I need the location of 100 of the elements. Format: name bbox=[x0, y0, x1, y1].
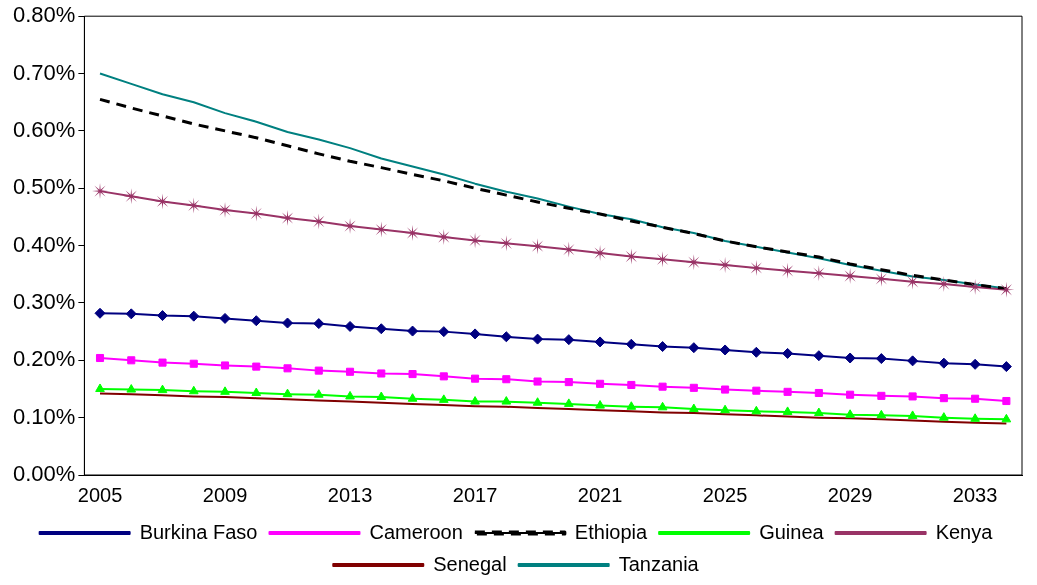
y-tick-label: 0.10% bbox=[12, 403, 76, 429]
point bbox=[157, 384, 168, 394]
point bbox=[719, 344, 731, 356]
point bbox=[471, 374, 480, 383]
point bbox=[438, 326, 450, 338]
point bbox=[907, 355, 919, 367]
point bbox=[907, 410, 918, 419]
point bbox=[939, 412, 949, 421]
legend-label: Tanzania bbox=[618, 552, 700, 575]
y-tick-label: 0.50% bbox=[12, 174, 76, 200]
point bbox=[720, 404, 730, 414]
point bbox=[220, 361, 230, 370]
point bbox=[533, 377, 542, 386]
point bbox=[657, 341, 669, 353]
point bbox=[502, 375, 511, 384]
point bbox=[185, 197, 202, 214]
point bbox=[375, 323, 387, 335]
point bbox=[1002, 396, 1011, 406]
point bbox=[845, 409, 855, 418]
point bbox=[313, 318, 325, 330]
point bbox=[154, 193, 171, 210]
point bbox=[373, 221, 390, 238]
point bbox=[126, 384, 137, 393]
x-tick-label: 2029 bbox=[827, 483, 873, 506]
point bbox=[908, 392, 917, 401]
point bbox=[721, 385, 730, 394]
point bbox=[127, 356, 136, 365]
x-tick-label: 2033 bbox=[952, 483, 998, 506]
point bbox=[189, 359, 198, 368]
point bbox=[220, 386, 230, 395]
point bbox=[971, 394, 980, 403]
point bbox=[248, 205, 265, 222]
x-tick-label: 2025 bbox=[702, 483, 748, 506]
point bbox=[125, 308, 137, 320]
point bbox=[626, 401, 637, 410]
x-tick-label: 2005 bbox=[77, 483, 123, 506]
point bbox=[188, 310, 200, 322]
point bbox=[813, 350, 825, 362]
point bbox=[438, 394, 449, 403]
x-tick-label: 2013 bbox=[327, 483, 373, 506]
point bbox=[501, 396, 512, 405]
point bbox=[969, 358, 981, 370]
point bbox=[123, 188, 140, 205]
point bbox=[875, 353, 887, 365]
legend-label: Senegal bbox=[433, 552, 507, 575]
point bbox=[95, 383, 105, 392]
y-tick-label: 0.30% bbox=[12, 289, 76, 315]
point bbox=[252, 362, 261, 371]
point bbox=[563, 398, 574, 407]
point bbox=[688, 342, 700, 354]
point bbox=[717, 257, 734, 274]
point bbox=[314, 366, 323, 375]
point bbox=[752, 386, 761, 395]
point bbox=[377, 369, 386, 378]
point bbox=[657, 401, 668, 411]
point bbox=[814, 407, 824, 417]
point bbox=[500, 331, 512, 343]
point bbox=[344, 320, 356, 332]
point bbox=[217, 202, 234, 219]
y-tick-label: 0.40% bbox=[12, 231, 76, 257]
point bbox=[346, 367, 355, 376]
point bbox=[345, 390, 355, 400]
point bbox=[689, 403, 699, 413]
point bbox=[846, 390, 855, 399]
point bbox=[157, 310, 169, 322]
point bbox=[596, 379, 605, 388]
legend-label: Guinea bbox=[759, 520, 825, 543]
point bbox=[876, 409, 887, 419]
legend-label: Burkina Faso bbox=[139, 520, 258, 543]
point bbox=[313, 389, 324, 398]
point bbox=[376, 391, 387, 400]
point bbox=[970, 413, 980, 422]
point bbox=[219, 312, 231, 324]
point bbox=[250, 315, 262, 327]
y-tick-label: 0.20% bbox=[12, 346, 76, 372]
point bbox=[532, 333, 544, 345]
point bbox=[998, 281, 1015, 298]
point bbox=[814, 388, 823, 398]
point bbox=[283, 364, 292, 373]
point bbox=[563, 334, 575, 346]
point bbox=[783, 387, 792, 396]
point bbox=[625, 338, 637, 350]
point bbox=[282, 388, 293, 398]
point bbox=[751, 405, 762, 415]
legend-label: Cameroon bbox=[369, 520, 463, 543]
point bbox=[685, 254, 702, 271]
point bbox=[689, 383, 698, 392]
point bbox=[1000, 361, 1012, 373]
y-tick-label: 0.00% bbox=[12, 461, 76, 487]
point bbox=[407, 393, 418, 402]
point bbox=[594, 336, 606, 348]
point bbox=[658, 382, 667, 391]
point bbox=[469, 328, 481, 340]
point bbox=[470, 396, 480, 405]
point bbox=[938, 357, 950, 369]
point bbox=[877, 391, 886, 400]
point bbox=[1001, 413, 1012, 423]
y-tick-label: 0.70% bbox=[12, 59, 76, 85]
point bbox=[282, 317, 294, 329]
point bbox=[188, 385, 199, 395]
